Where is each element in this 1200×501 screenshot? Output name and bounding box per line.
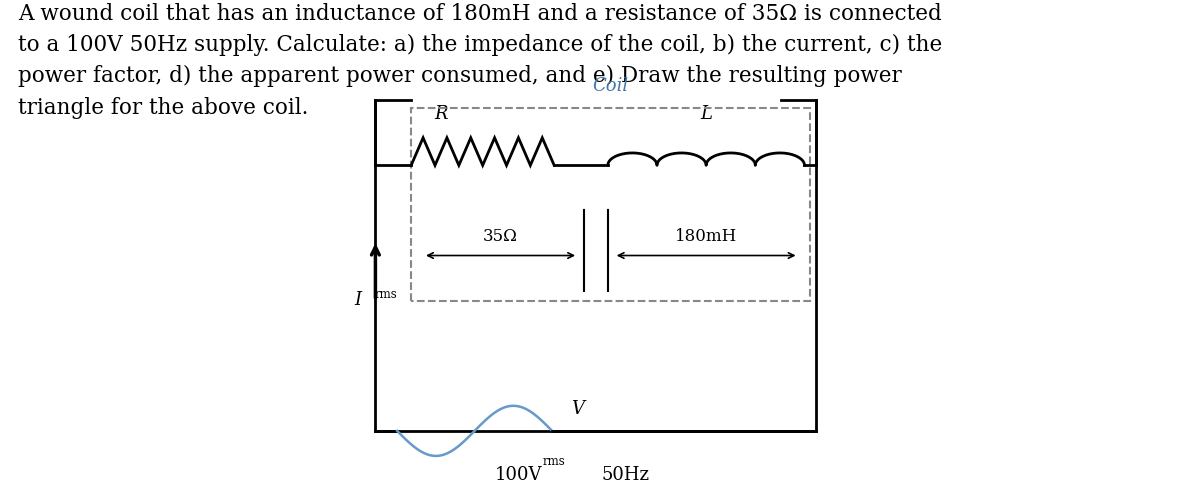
Text: rms: rms — [374, 288, 397, 301]
Text: 100V: 100V — [494, 466, 542, 484]
Text: 50Hz: 50Hz — [602, 466, 650, 484]
Text: 35Ω: 35Ω — [484, 228, 518, 245]
Text: 180mH: 180mH — [676, 228, 737, 245]
Text: Coil: Coil — [593, 77, 629, 95]
Text: L: L — [700, 105, 712, 123]
Text: V: V — [571, 400, 584, 418]
Text: I: I — [354, 291, 361, 309]
Text: R: R — [434, 105, 448, 123]
Text: A wound coil that has an inductance of 180mH and a resistance of 35Ω is connecte: A wound coil that has an inductance of 1… — [18, 3, 942, 119]
Text: rms: rms — [542, 455, 565, 468]
